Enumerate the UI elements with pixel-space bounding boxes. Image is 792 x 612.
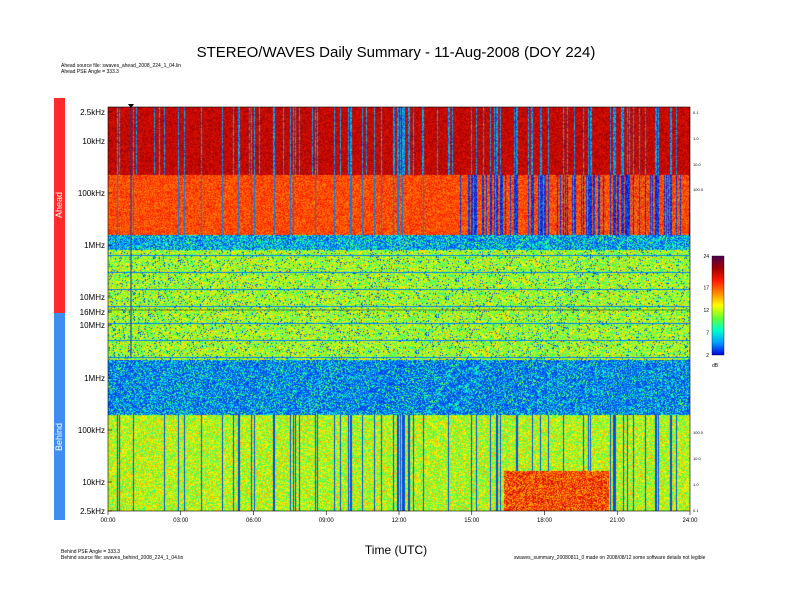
- ahead-y-tick-label: 10kHz: [82, 137, 105, 146]
- ahead-y-tick-label: 1MHz: [84, 241, 105, 250]
- ahead-band: [54, 98, 65, 313]
- heatmap-image: [108, 107, 690, 511]
- spectrogram-heatmap: [108, 104, 690, 511]
- x-tick-label: 15:00: [464, 518, 480, 524]
- ahead-y-tick-label: 100kHz: [78, 189, 105, 198]
- ahead-right-tick-label: 1.0: [693, 136, 699, 141]
- ahead-right-tick-label: 100.0: [693, 187, 704, 192]
- behind-y-tick-label: 100kHz: [78, 426, 105, 435]
- behind-right-tick-label: 0.1: [693, 508, 699, 513]
- behind-y-tick-label: 10kHz: [82, 478, 105, 487]
- x-axis-label: Time (UTC): [364, 543, 428, 557]
- time-marker-triangle: [128, 104, 134, 108]
- behind-right-tick-label: 1.0: [693, 482, 699, 487]
- panel-label-bands: Ahead Behind: [54, 98, 65, 520]
- ahead-y-tick-label: 10MHz: [80, 293, 105, 302]
- x-tick-label: 03:00: [173, 518, 189, 524]
- ahead-right-tick-label: 10.0: [693, 162, 702, 167]
- x-tick-label: 24:00: [682, 518, 698, 524]
- colorbar-gradient: [711, 255, 725, 356]
- colorbar-tick-label: 12: [703, 308, 709, 314]
- behind-y-tick-label: 2.5kHz: [80, 507, 105, 516]
- ahead-right-tick-label: 0.1: [693, 110, 699, 115]
- colorbar-tick-label: 24: [703, 254, 709, 260]
- x-tick-label: 09:00: [319, 518, 335, 524]
- behind-right-tick-label: 10.0: [693, 456, 702, 461]
- x-tick-label: 06:00: [246, 518, 262, 524]
- behind-y-tick-label: 1MHz: [84, 374, 105, 383]
- ahead-pse-angle: Ahead PSE Angle = 333.3: [61, 69, 119, 75]
- ahead-y-tick-label: 16MHz: [80, 308, 105, 317]
- behind-band: [54, 313, 65, 520]
- behind-source-file: Behind source file: swaves_behind_2008_2…: [61, 555, 184, 561]
- colorbar-tick-label: 2: [706, 353, 709, 359]
- behind-right-tick-label: 100.0: [693, 430, 704, 435]
- behind-y-tick-label: 10MHz: [80, 321, 105, 330]
- chart-title: STEREO/WAVES Daily Summary - 11-Aug-2008…: [196, 44, 596, 61]
- colorbar-tick-label: 17: [703, 286, 709, 292]
- ahead-panel-label: Ahead: [54, 192, 64, 218]
- behind-panel-label: Behind: [54, 423, 64, 451]
- x-tick-label: 00:00: [100, 518, 116, 524]
- tick-labels: 00:00 03:00 06:00 09:00 12:00 15:00 18:00 21:00…: [78, 108, 704, 524]
- plot-axes: [107, 106, 691, 515]
- ahead-y-tick-label: 2.5kHz: [80, 108, 105, 117]
- footer-file-info: swaves_summary_20080811_0 made on 2008/0…: [514, 555, 706, 561]
- colorbar-tick-label: 7: [706, 331, 709, 337]
- colorbar-unit-label: dB: [712, 363, 719, 369]
- x-tick-label: 12:00: [391, 518, 407, 524]
- x-tick-label: 21:00: [610, 518, 626, 524]
- behind-pse-angle: Behind PSE Angle = 333.3: [61, 549, 121, 555]
- ahead-source-file: Ahead source file: swaves_ahead_2008_224…: [61, 63, 182, 69]
- x-tick-label: 18:00: [537, 518, 553, 524]
- colorbar: 24 17 12 7 2dB: [703, 254, 725, 369]
